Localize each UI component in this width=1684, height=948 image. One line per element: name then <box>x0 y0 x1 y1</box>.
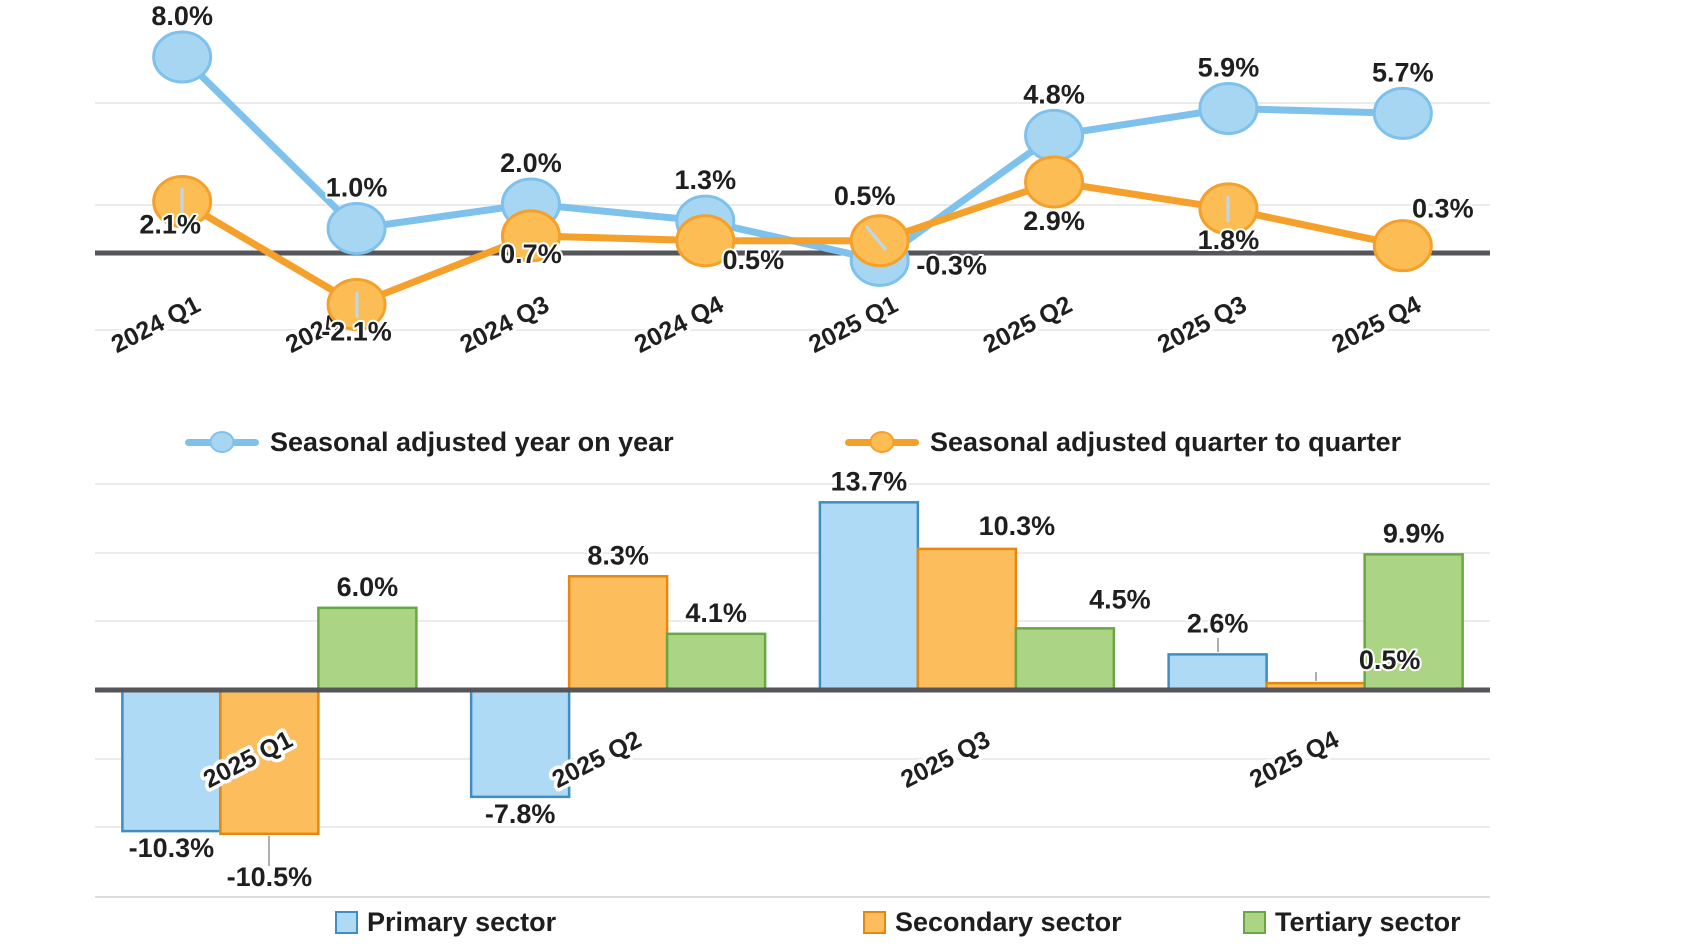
data-point-marker <box>1372 86 1433 140</box>
data-point-marker <box>152 30 213 84</box>
bar <box>567 575 669 692</box>
value-label: 2.6% <box>1187 608 1249 638</box>
data-point-marker <box>500 209 561 263</box>
category-label: 2024 Q4 <box>630 290 728 359</box>
value-label: 8.0% <box>151 1 213 31</box>
value-label: 4.8% <box>1023 79 1085 109</box>
value-label: 0.7% <box>500 239 562 269</box>
data-point-marker <box>326 202 387 255</box>
data-point-marker <box>675 214 736 268</box>
bar <box>1363 553 1464 692</box>
value-label: 0.5% <box>723 245 785 275</box>
legend-label: Seasonal adjusted quarter to quarter <box>930 426 1402 457</box>
value-label: 2.1% <box>139 210 201 240</box>
line-chart: 2024 Q1 2024 Q2 2024 Q3 2024 Q4 2025 Q1 2025 … <box>95 0 1490 362</box>
value-label: 0.5% <box>1359 645 1421 675</box>
value-label: 5.9% <box>1198 52 1260 82</box>
value-label: 2.0% <box>500 148 562 178</box>
bar-series-square-icon <box>1243 910 1266 934</box>
bar <box>818 501 920 692</box>
bar-series-square-icon <box>863 910 886 934</box>
category-label: 2025 Q1 <box>804 290 902 359</box>
value-label: 6.0% <box>337 572 399 602</box>
value-label: 1.3% <box>675 165 737 195</box>
line-series-dot-icon <box>869 431 895 453</box>
value-label: 0.3% <box>1412 194 1474 224</box>
value-label: 13.7% <box>831 470 908 496</box>
value-label: 1.0% <box>326 173 388 203</box>
legend-label: Seasonal adjusted year on year <box>270 426 674 457</box>
legend-item-secondary-sector: Secondary sector <box>863 904 1122 940</box>
value-label: 0.5% <box>834 181 896 211</box>
value-label: 4.5% <box>1089 584 1151 614</box>
legend-item-primary-sector: Primary sector <box>335 904 556 940</box>
line-series-dot-icon <box>209 431 235 453</box>
category-label: 2025 Q4 <box>1327 290 1425 359</box>
bar <box>916 547 1018 692</box>
value-label: 5.7% <box>1372 57 1434 87</box>
category-label: 2025 Q2 <box>979 290 1077 358</box>
value-label: -0.3% <box>916 250 987 280</box>
bar <box>665 632 767 692</box>
legend-item-tertiary-sector: Tertiary sector <box>1243 904 1461 940</box>
bar <box>219 688 320 836</box>
data-point-marker <box>1372 219 1433 273</box>
value-label: -10.5% <box>227 862 313 892</box>
data-point-marker <box>1024 108 1085 162</box>
category-label: 2024 Q1 <box>107 290 205 359</box>
legend-label: Primary sector <box>367 906 557 937</box>
bar <box>469 688 571 799</box>
data-point-marker <box>1198 81 1259 135</box>
bar <box>121 688 222 833</box>
value-label: 9.9% <box>1383 518 1445 548</box>
bar <box>1014 627 1116 692</box>
bar-chart: 2025 Q1 2025 Q2 2025 Q3 2025 Q4-10.3%-7.8%1… <box>95 470 1490 898</box>
value-label: 2.9% <box>1023 206 1085 236</box>
line-series-marker-icon <box>845 431 919 453</box>
value-label: 10.3% <box>979 511 1056 541</box>
value-label: -2.1% <box>321 316 392 346</box>
legend-item-year-on-year: Seasonal adjusted year on year <box>185 424 674 460</box>
value-label: 4.1% <box>685 598 747 628</box>
bar-series-square-icon <box>335 910 358 934</box>
legend-label: Secondary sector <box>895 906 1122 937</box>
value-label: 1.8% <box>1198 225 1260 255</box>
line-series-marker-icon <box>185 431 259 453</box>
label-leader-line <box>864 225 888 251</box>
legend-label: Tertiary sector <box>1275 906 1461 937</box>
category-label: 2024 Q3 <box>455 290 553 358</box>
bar <box>1167 653 1268 692</box>
bar <box>317 606 418 692</box>
data-point-marker <box>1024 155 1085 209</box>
value-label: -10.3% <box>129 833 215 863</box>
value-label: -7.8% <box>485 799 556 829</box>
category-label: 2025 Q3 <box>1153 290 1251 358</box>
value-label: 8.3% <box>587 540 649 570</box>
legend-item-quarter-to-quarter: Seasonal adjusted quarter to quarter <box>845 424 1401 460</box>
